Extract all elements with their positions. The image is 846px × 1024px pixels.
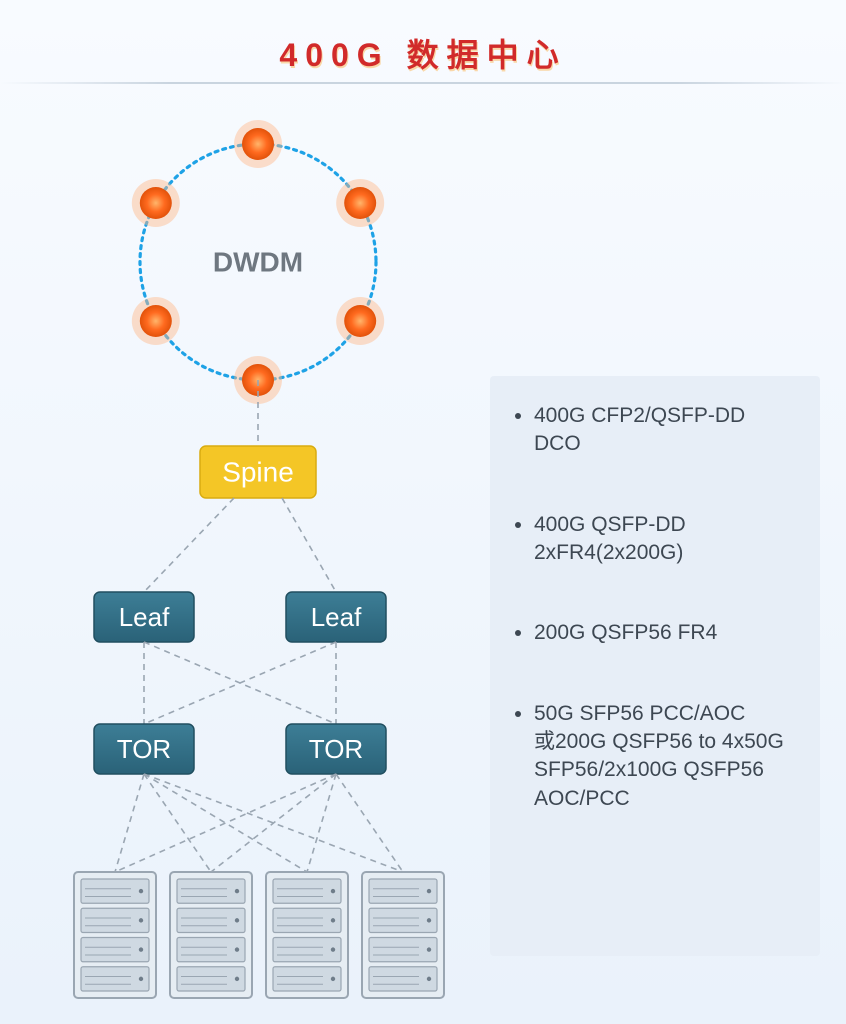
- tor-node-label: TOR: [309, 734, 363, 764]
- dwdm-label: DWDM: [213, 247, 303, 278]
- connection-line: [144, 498, 234, 592]
- tor-node-label: TOR: [117, 734, 171, 764]
- dwdm-node: [344, 305, 376, 337]
- product-item: 400G QSFP-DD2xFR4(2x200G): [534, 511, 798, 568]
- dwdm-node: [344, 187, 376, 219]
- connection-line: [115, 774, 336, 872]
- list-gap: [534, 459, 798, 511]
- connection-line: [336, 774, 403, 872]
- product-item: 50G SFP56 PCC/AOC或200G QSFP56 to 4x50GSF…: [534, 700, 798, 813]
- dwdm-node: [140, 305, 172, 337]
- server-rack: [170, 872, 252, 998]
- dwdm-node: [140, 187, 172, 219]
- product-list: 400G CFP2/QSFP-DDDCO 400G QSFP-DD2xFR4(2x…: [512, 402, 798, 813]
- leaf-node-label: Leaf: [311, 602, 362, 632]
- product-list-box: 400G CFP2/QSFP-DDDCO 400G QSFP-DD2xFR4(2x…: [490, 376, 820, 956]
- dwdm-node: [242, 128, 274, 160]
- connection-line: [282, 498, 336, 592]
- connection-line: [307, 774, 336, 872]
- spine-node-label: Spine: [222, 457, 294, 488]
- server-rack: [74, 872, 156, 998]
- server-rack: [266, 872, 348, 998]
- connection-line: [144, 774, 211, 872]
- product-item: 200G QSFP56 FR4: [534, 619, 798, 647]
- server-rack: [362, 872, 444, 998]
- connection-line: [144, 774, 307, 872]
- list-gap: [534, 648, 798, 700]
- product-item: 400G CFP2/QSFP-DDDCO: [534, 402, 798, 459]
- connection-line: [211, 774, 336, 872]
- connection-line: [115, 774, 144, 872]
- leaf-node-label: Leaf: [119, 602, 170, 632]
- list-gap: [534, 567, 798, 619]
